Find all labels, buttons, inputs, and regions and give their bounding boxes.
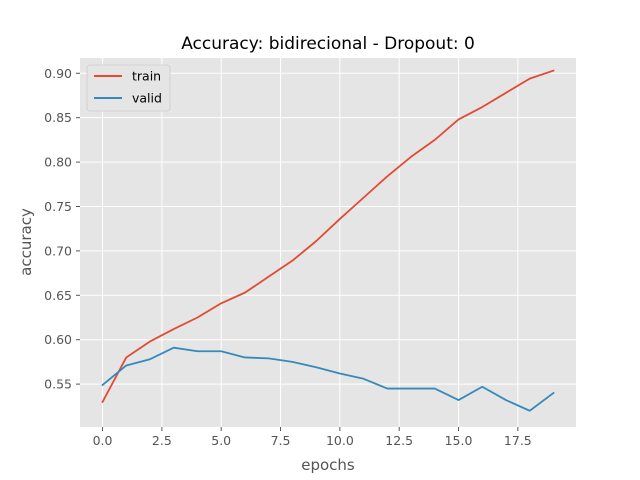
y-tick-label: 0.70 [44,243,72,258]
x-tick-label: 7.5 [271,433,291,448]
y-axis-ticks: 0.55 0.60 0.65 0.70 0.75 0.80 0.85 0.90 [44,66,80,392]
y-tick-label: 0.80 [44,155,72,170]
y-tick-label: 0.60 [44,332,72,347]
x-tick-label: 10.0 [326,433,354,448]
x-tick-label: 5.0 [211,433,231,448]
grid [80,58,576,427]
series-line-train [101,69,555,404]
y-tick-label: 0.90 [44,66,72,81]
x-tick-label: 0.0 [93,433,113,448]
x-axis-label: epochs [301,456,355,474]
y-tick-label: 0.55 [44,377,72,392]
legend-label-valid: valid [132,91,162,106]
legend-label-train: train [132,69,161,84]
series-lines [101,69,555,412]
plot-area [80,58,576,427]
x-tick-label: 17.5 [504,433,532,448]
y-tick-label: 0.85 [44,110,72,125]
chart-title: Accuracy: bidirecional - Dropout: 0 [181,34,475,54]
x-tick-label: 15.0 [445,433,473,448]
y-tick-label: 0.75 [44,199,72,214]
y-tick-label: 0.65 [44,288,72,303]
x-axis-ticks: 0.0 2.5 5.0 7.5 10.0 12.5 15.0 17.5 [93,427,532,448]
x-tick-label: 2.5 [152,433,172,448]
series-line-valid [101,346,555,412]
legend: train valid [86,64,171,112]
x-tick-label: 12.5 [385,433,413,448]
y-axis-label: accuracy [17,208,35,276]
